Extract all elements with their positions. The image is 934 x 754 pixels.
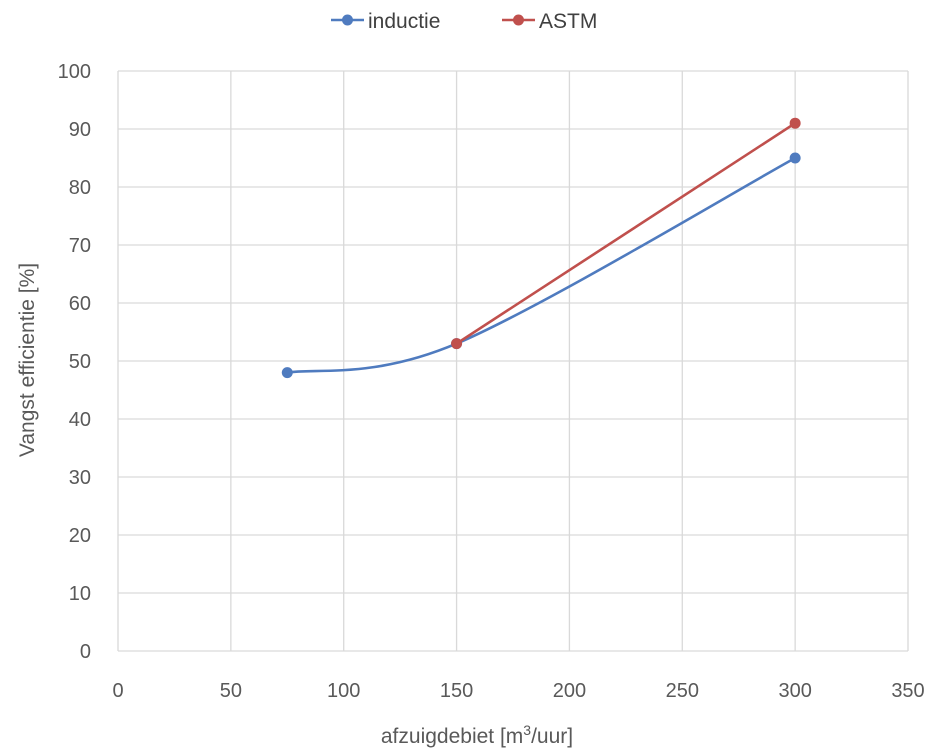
legend-marker-inductie: [342, 14, 353, 26]
legend: inductie ASTM: [331, 10, 597, 33]
y-tick-label: 30: [69, 467, 91, 489]
x-axis-title-unit: /uur]: [531, 725, 573, 748]
series-line-ASTM: [455, 122, 796, 345]
x-tick-label: 150: [440, 680, 473, 702]
x-tick-label: 0: [112, 680, 123, 702]
x-tick-label: 200: [553, 680, 586, 702]
y-tick-label: 50: [69, 351, 91, 373]
legend-label-inductie: inductie: [368, 10, 440, 33]
x-tick-label: 300: [778, 680, 811, 702]
y-tick-label: 40: [69, 409, 91, 431]
x-tick-label: 250: [666, 680, 699, 702]
y-tick-label: 60: [69, 293, 91, 315]
y-axis-title: Vangst efficientie [%]: [16, 263, 39, 457]
gridlines: [117, 70, 909, 652]
x-axis-title: afzuigdebiet [m3/uur]: [381, 722, 573, 748]
legend-marker-ASTM: [513, 14, 524, 26]
y-tick-label: 80: [69, 177, 91, 199]
y-tick-label: 0: [80, 641, 91, 663]
y-tick-label: 100: [58, 61, 91, 83]
y-axis-ticks: 0 10 20 30 40 50 60 70 80 90 100: [58, 61, 91, 663]
y-tick-label: 90: [69, 119, 91, 141]
x-axis-title-main: afzuigdebiet [m: [381, 725, 523, 748]
data-point-ASTM: [789, 117, 801, 129]
data-point-ASTM: [451, 338, 463, 350]
x-tick-label: 100: [327, 680, 360, 702]
y-tick-label: 10: [69, 583, 91, 605]
y-tick-label: 70: [69, 235, 91, 257]
y-tick-label: 20: [69, 525, 91, 547]
data-point-inductie: [281, 367, 293, 379]
x-tick-label: 50: [220, 680, 242, 702]
legend-label-ASTM: ASTM: [539, 10, 597, 33]
series-layer: [281, 117, 801, 379]
x-axis-title-superscript: 3: [523, 722, 531, 738]
series-line-inductie: [287, 156, 796, 374]
x-tick-label: 350: [891, 680, 924, 702]
x-axis-ticks: 0 50 100 150 200 250 300 350: [112, 680, 924, 702]
data-point-inductie: [789, 152, 801, 164]
